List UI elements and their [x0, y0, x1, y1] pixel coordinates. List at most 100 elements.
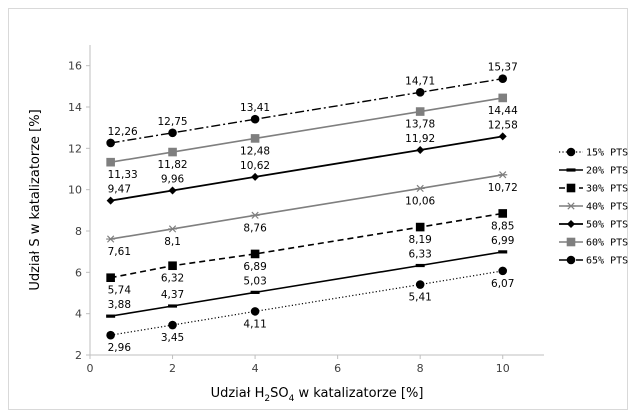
legend: 15% PTS 20% PTS 30% PTS 40% PTS 50% PTS 60% P… — [559, 148, 628, 267]
data-point — [168, 147, 177, 157]
data-point — [416, 145, 425, 154]
series-40-pts — [106, 171, 508, 243]
data-label: 6,32 — [161, 273, 184, 285]
data-label: 12,58 — [488, 119, 518, 131]
legend-label: 15% PTS — [586, 148, 628, 159]
series-30-pts — [106, 209, 508, 283]
data-label: 13,78 — [405, 119, 435, 131]
data-point — [168, 261, 177, 271]
plot-area — [106, 74, 508, 340]
x-axis-title-subscript: 2 — [264, 394, 270, 404]
data-point — [106, 196, 115, 205]
data-label: 4,11 — [243, 318, 266, 330]
legend-marker — [566, 255, 576, 265]
data-label: 6,89 — [243, 261, 266, 273]
x-tick-label: 2 — [169, 362, 176, 375]
data-label: 9,47 — [108, 184, 131, 196]
legend-marker — [566, 202, 576, 210]
data-label: 2,96 — [108, 342, 132, 354]
data-point — [415, 184, 425, 193]
data-label: 8,76 — [243, 222, 267, 234]
legend-marker — [566, 168, 576, 172]
data-label: 11,82 — [158, 159, 188, 171]
series-60-pts — [106, 93, 508, 167]
data-point — [168, 225, 178, 233]
data-label: 8,1 — [164, 236, 181, 248]
data-label: 6,33 — [408, 249, 431, 261]
data-label: 12,75 — [158, 116, 188, 128]
legend-label: 60% PTS — [586, 238, 628, 249]
legend-marker — [566, 147, 576, 157]
data-label: 4,37 — [161, 289, 184, 301]
data-point — [498, 266, 508, 276]
legend-marker — [566, 183, 576, 193]
legend-label: 65% PTS — [586, 256, 628, 267]
data-point — [106, 273, 115, 283]
data-point — [168, 128, 177, 138]
y-tick-label: 12 — [68, 142, 82, 155]
data-label: 7,61 — [108, 246, 131, 258]
data-point — [415, 263, 425, 268]
x-tick-label: 4 — [252, 362, 259, 375]
data-label: 12,26 — [108, 126, 138, 138]
legend-item: 40% PTS — [559, 202, 628, 213]
data-label: 9,96 — [161, 173, 185, 185]
x-tick-label: 8 — [417, 362, 424, 375]
legend-marker — [566, 237, 576, 247]
legend-item: 65% PTS — [559, 256, 628, 267]
data-point — [106, 235, 116, 243]
legend-item: 60% PTS — [559, 238, 628, 249]
data-label: 8,19 — [408, 234, 431, 246]
data-label: 14,44 — [488, 105, 518, 117]
data-label: 6,99 — [491, 235, 514, 247]
data-point — [250, 211, 260, 219]
legend-label: 20% PTS — [586, 166, 628, 177]
y-tick-label: 14 — [68, 101, 82, 114]
series-line — [110, 212, 503, 279]
series-20-pts — [106, 250, 508, 318]
data-point — [106, 314, 116, 318]
x-axis-title-part: w katalizatorze [%] — [294, 386, 423, 401]
data-label: 12,48 — [240, 145, 270, 157]
data-point — [498, 171, 508, 179]
data-label: 6,07 — [491, 278, 514, 290]
y-tick-label: 16 — [68, 60, 82, 73]
chart-frame — [8, 8, 628, 410]
data-point — [106, 330, 115, 340]
data-label: 13,41 — [240, 102, 270, 114]
y-axis-title: Udział S w katalizatorze [%] — [28, 109, 43, 290]
y-tick-label: 4 — [75, 308, 82, 321]
data-point — [168, 186, 177, 195]
data-labels: 2,96 3,45 4,11 5,41 6,07 3,88 4,37 5,03 6,33 6,99… — [108, 62, 518, 354]
x-axis-title-part: Udział H — [211, 386, 265, 401]
data-label: 10,62 — [240, 160, 270, 172]
data-point — [106, 138, 115, 148]
series-50-pts — [106, 132, 507, 205]
series-line — [110, 77, 503, 144]
data-point — [251, 172, 260, 181]
data-point — [415, 88, 425, 97]
data-label: 5,74 — [108, 285, 132, 297]
data-point — [498, 209, 508, 218]
x-axis-title-subscript: 4 — [289, 394, 295, 404]
data-point — [250, 249, 260, 259]
legend-marker — [567, 220, 575, 228]
data-label: 3,88 — [108, 299, 131, 311]
legend-item: 50% PTS — [559, 220, 628, 231]
data-point — [415, 222, 425, 232]
data-point — [250, 114, 260, 124]
y-tick-label: 10 — [68, 184, 82, 197]
legend-label: 30% PTS — [586, 184, 628, 195]
data-point — [498, 74, 508, 83]
series-65-pts — [106, 74, 508, 148]
data-point — [168, 304, 178, 308]
data-point — [498, 93, 508, 103]
x-tick-label: 0 — [87, 362, 94, 375]
legend-item: 15% PTS — [559, 148, 628, 159]
data-label: 5,41 — [408, 292, 431, 304]
data-point — [250, 290, 260, 294]
y-tick-label: 8 — [75, 225, 82, 238]
data-label: 5,03 — [243, 275, 266, 287]
data-point — [498, 132, 507, 141]
